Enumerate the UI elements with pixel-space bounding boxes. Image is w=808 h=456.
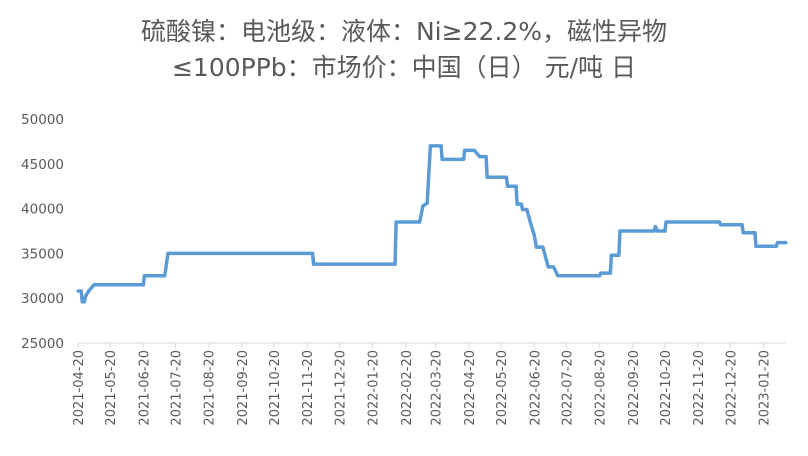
x-tick-label: 2022-07-20 [560, 350, 575, 426]
data-point [394, 220, 398, 224]
data-point [166, 251, 170, 255]
x-tick-label: 2021-05-20 [104, 350, 119, 426]
data-point [425, 201, 429, 205]
data-point [528, 219, 532, 223]
data-point [163, 274, 167, 278]
x-tick-label: 2021-08-20 [203, 350, 218, 426]
y-tick-label: 50000 [21, 112, 64, 128]
data-point [76, 289, 80, 293]
data-point [609, 253, 614, 257]
y-axis: 25000 30000 35000 40000 45000 50000 [21, 112, 64, 352]
data-point [520, 207, 525, 212]
data-point [82, 300, 87, 304]
x-tick-label: 2022-02-20 [400, 350, 415, 426]
x-tick-label: 2021-09-20 [236, 350, 251, 426]
data-point [393, 262, 397, 266]
x-tick-label: 2022-04-20 [463, 350, 478, 426]
data-point [418, 220, 422, 224]
data-point [541, 245, 545, 249]
data-point [312, 262, 316, 266]
data-point [463, 148, 467, 152]
data-point [784, 241, 788, 245]
data-point [740, 223, 744, 227]
data-point [421, 204, 425, 208]
x-axis: 2021-04-20 2021-05-20 2021-06-20 2021-07-20… [72, 342, 786, 426]
data-point [478, 155, 482, 159]
data-point [142, 274, 147, 278]
data-point [440, 157, 444, 161]
data-point [775, 241, 780, 245]
data-point [428, 144, 432, 148]
x-tick-label: 2022-09-20 [627, 350, 642, 426]
data-point [485, 175, 489, 179]
y-tick-label: 30000 [21, 291, 64, 307]
x-tick-label: 2023-01-20 [758, 350, 773, 426]
x-tick-label: 2021-04-20 [72, 350, 87, 426]
data-point [551, 265, 556, 269]
data-point [655, 229, 660, 233]
chart-title-line-1: 硫酸镍：电池级：液体：Ni≥22.2%，磁性异物 [140, 17, 667, 46]
series-layer [76, 144, 788, 304]
data-point [617, 253, 621, 257]
data-point [504, 175, 509, 179]
chart-title-line-2: ≤100PPb：市场价：中国（日） 元/吨 日 [171, 53, 636, 82]
y-tick-label: 45000 [21, 157, 64, 173]
x-tick-label: 2022-10-20 [659, 350, 674, 426]
data-point [741, 231, 745, 235]
data-point [505, 184, 510, 188]
x-tick-label: 2022-06-20 [528, 350, 543, 426]
x-tick-label: 2022-11-20 [692, 350, 707, 426]
x-tick-label: 2022-08-20 [594, 350, 609, 426]
data-point [525, 207, 529, 212]
x-tick-label: 2022-05-20 [495, 350, 510, 426]
data-point [717, 220, 722, 224]
data-point [439, 144, 443, 148]
data-point [753, 231, 757, 235]
data-point [141, 283, 145, 287]
data-point [556, 274, 560, 278]
y-tick-label: 35000 [21, 246, 64, 262]
data-point [664, 220, 668, 224]
data-point [87, 289, 91, 293]
data-point [663, 229, 667, 233]
data-point [653, 224, 657, 229]
data-point [719, 223, 723, 227]
data-point [83, 294, 88, 299]
data-point [92, 283, 96, 287]
data-point [79, 289, 83, 293]
data-point [608, 271, 612, 275]
x-tick-label: 2021-11-20 [301, 350, 316, 426]
x-tick-label: 2021-07-20 [169, 350, 184, 426]
data-point [652, 229, 656, 233]
x-tick-label: 2021-06-20 [137, 350, 152, 426]
data-point [515, 202, 519, 206]
data-point [534, 245, 539, 249]
data-point [546, 265, 550, 269]
data-point [532, 233, 536, 238]
y-tick-label: 25000 [21, 336, 64, 352]
data-point [514, 184, 518, 188]
x-tick-label: 2021-10-20 [268, 350, 283, 426]
data-point [618, 229, 622, 233]
data-point [598, 274, 602, 278]
series [76, 144, 788, 304]
series-line [78, 144, 786, 304]
data-point [484, 155, 488, 159]
data-point [754, 244, 758, 248]
data-point [599, 271, 603, 275]
x-tick-label: 2022-01-20 [367, 350, 382, 426]
data-point [462, 157, 466, 161]
x-tick-label: 2021-12-20 [333, 350, 348, 426]
y-tick-label: 40000 [21, 202, 64, 218]
data-point [519, 202, 524, 206]
x-tick-label: 2022-12-20 [724, 350, 739, 426]
data-point [310, 251, 315, 255]
x-tick-label: 2022-03-20 [430, 350, 445, 426]
data-point [472, 148, 476, 152]
data-point [774, 244, 778, 248]
chart-title: 硫酸镍：电池级：液体：Ni≥22.2%，磁性异物 ≤100PPb：市场价：中国（… [0, 14, 808, 86]
